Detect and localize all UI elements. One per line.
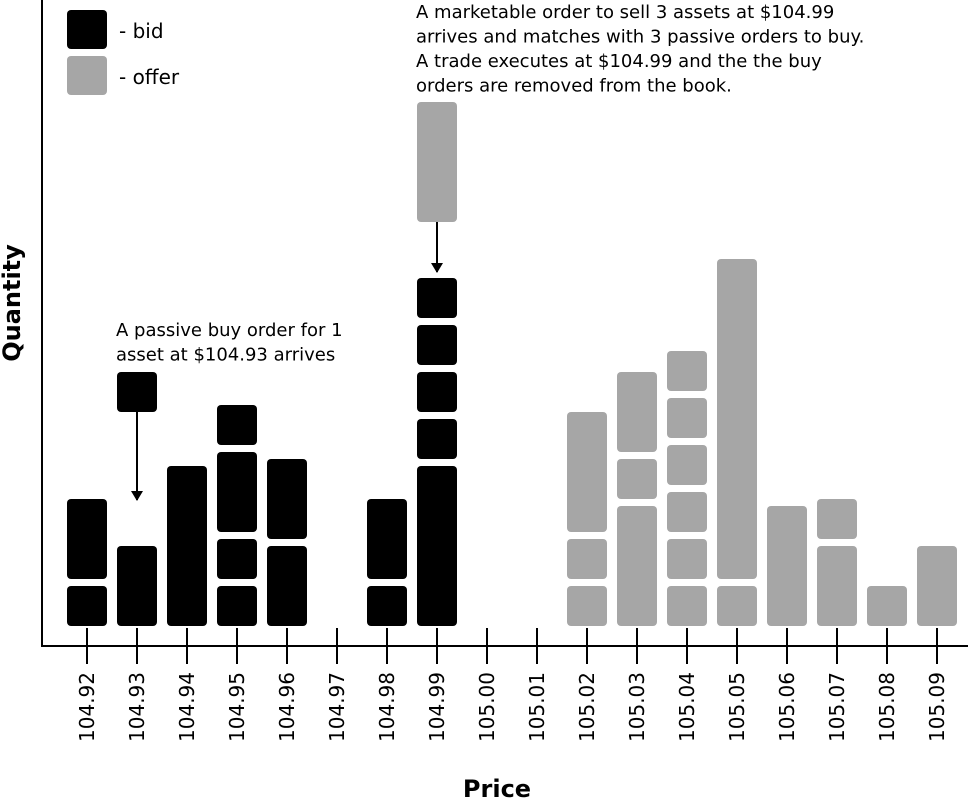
legend-swatch — [67, 10, 107, 49]
order-block — [817, 499, 857, 539]
legend-label: - bid — [119, 19, 164, 43]
annotation-text: arrives and matches with 3 passive order… — [416, 27, 864, 48]
incoming-order — [417, 102, 457, 222]
x-axis-label: Price — [463, 775, 531, 798]
x-tick-label: 104.97 — [325, 672, 349, 742]
order-block — [217, 586, 257, 626]
order-block — [267, 546, 307, 626]
annotation-text: A marketable order to sell 3 assets at $… — [416, 2, 834, 23]
x-tick-label: 105.01 — [525, 672, 549, 742]
order-block — [567, 412, 607, 532]
order-block — [917, 546, 957, 626]
x-tick-label: 105.05 — [725, 672, 749, 742]
order-block — [567, 586, 607, 626]
annotation-text: orders are removed from the book. — [416, 76, 732, 97]
order-block — [667, 586, 707, 626]
x-tick-label: 104.96 — [275, 672, 299, 742]
order-block — [417, 466, 457, 626]
order-block — [367, 499, 407, 579]
order-block — [417, 325, 457, 365]
order-block — [717, 259, 757, 579]
y-axis-label: Quantity — [0, 244, 26, 362]
annotation-text: A trade executes at $104.99 and the the … — [416, 51, 822, 72]
order-block — [167, 466, 207, 626]
order-block — [217, 405, 257, 445]
order-block — [667, 351, 707, 391]
order-block — [667, 445, 707, 485]
order-block — [617, 372, 657, 452]
order-block — [667, 398, 707, 438]
order-block — [217, 539, 257, 579]
order-block — [417, 278, 457, 318]
x-tick-label: 104.98 — [375, 672, 399, 742]
x-tick-label: 104.99 — [425, 672, 449, 742]
order-block — [267, 459, 307, 539]
order-block — [617, 459, 657, 499]
order-block — [817, 546, 857, 626]
order-block — [117, 546, 157, 626]
order-block — [417, 372, 457, 412]
x-tick-label: 105.03 — [625, 672, 649, 742]
x-tick-label: 105.00 — [475, 672, 499, 742]
order-block — [567, 539, 607, 579]
x-tick-label: 105.06 — [775, 672, 799, 742]
x-tick-label: 105.07 — [825, 672, 849, 742]
annotation-text: asset at $104.93 arrives — [116, 345, 335, 366]
legend-swatch — [67, 56, 107, 95]
order-block — [67, 586, 107, 626]
order-block — [417, 419, 457, 459]
order-block — [667, 539, 707, 579]
order-block — [867, 586, 907, 626]
incoming-order — [117, 372, 157, 412]
legend-label: - offer — [119, 65, 180, 89]
x-tick-label: 104.93 — [125, 672, 149, 742]
order-block — [367, 586, 407, 626]
annotation-text: A passive buy order for 1 — [116, 320, 343, 341]
x-tick-label: 105.04 — [675, 672, 699, 742]
x-tick-label: 104.92 — [75, 672, 99, 742]
order-block — [667, 492, 707, 532]
order-block — [767, 506, 807, 626]
x-tick-label: 105.02 — [575, 672, 599, 742]
x-tick-label: 105.09 — [925, 672, 949, 742]
x-tick-label: 104.95 — [225, 672, 249, 742]
order-block — [617, 506, 657, 626]
x-tick-label: 104.94 — [175, 672, 199, 742]
order-block — [67, 499, 107, 579]
order-block — [717, 586, 757, 626]
x-tick-label: 105.08 — [875, 672, 899, 742]
order-block — [217, 452, 257, 532]
